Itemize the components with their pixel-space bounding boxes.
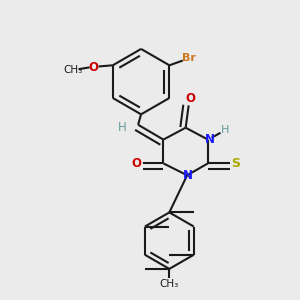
- Text: H: H: [220, 125, 229, 135]
- Text: H: H: [117, 121, 126, 134]
- Text: S: S: [231, 157, 240, 170]
- Text: O: O: [185, 92, 195, 105]
- Text: CH₃: CH₃: [64, 65, 83, 75]
- Text: N: N: [182, 169, 193, 182]
- Text: N: N: [204, 133, 214, 146]
- Text: Br: Br: [182, 53, 196, 63]
- Text: O: O: [131, 157, 141, 170]
- Text: CH₃: CH₃: [160, 279, 179, 289]
- Text: O: O: [88, 61, 98, 74]
